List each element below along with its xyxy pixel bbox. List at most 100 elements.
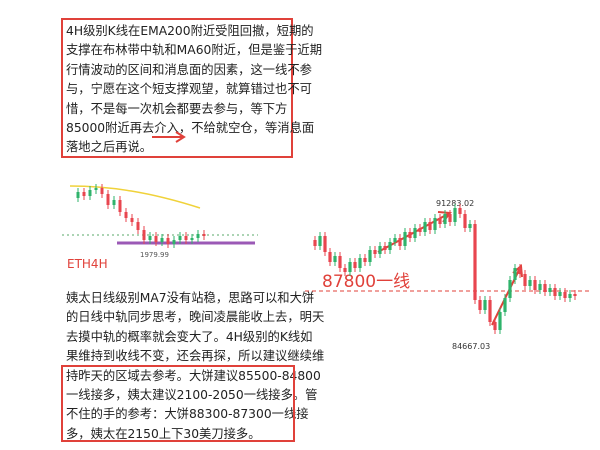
candle-part (88, 190, 92, 196)
candle-part (478, 300, 482, 310)
candle-part (373, 250, 377, 254)
candle-part (418, 228, 422, 232)
candle-part (443, 214, 447, 224)
highlight-box (61, 365, 295, 442)
candle-part (172, 240, 176, 244)
candle-part (178, 236, 182, 240)
text-line: 多，姨太在2150上下30美刀接多。 (66, 426, 261, 441)
candle-part (483, 300, 487, 310)
text-line: 支撑在布林带中轨和MA60附近，但是鉴于近期 (66, 43, 323, 58)
candle-part (368, 250, 372, 262)
candle-part (124, 212, 128, 218)
candle-part (184, 236, 188, 240)
candle-part (333, 256, 337, 262)
candle-part (538, 284, 542, 290)
candle-part (523, 274, 527, 286)
bottom-note: 姨太日线级别MA7没有站稳，思路可以和大饼 的日线中轨同步思考，晚间凌晨能收上去，… (66, 289, 324, 444)
arrow-head (175, 131, 186, 143)
text-line: 落地之后再说。 (66, 140, 153, 155)
candle-part (458, 208, 462, 214)
candle-part (343, 268, 347, 272)
text-line: 85000附近再去介入，不给就空仓，等消息面 (66, 121, 315, 136)
text-line: 行情波动的区间和消息面的因素，这一线不参 (66, 62, 312, 77)
candle-part (318, 236, 322, 246)
candle-part (112, 200, 116, 205)
candle-part (493, 322, 497, 330)
candle-part (166, 238, 170, 244)
candle-part (358, 258, 362, 268)
candle-part (473, 224, 477, 300)
low-label: 1979.99 (140, 251, 169, 259)
text-line: 与，宁愿在这个短支撑观望，就算错过也不可 (66, 82, 312, 97)
candle-part (568, 294, 572, 298)
text-line: 持昨天的区域去参考。大饼建议85500-84800 (66, 368, 321, 383)
candle-part (553, 288, 557, 296)
candle-part (398, 238, 402, 246)
candle-part (488, 300, 492, 322)
candle-part (76, 192, 80, 198)
candle-part (453, 208, 457, 222)
btc-chart: 87800一线 91283.02 84667.03 (305, 199, 590, 351)
candle-part (428, 222, 432, 230)
candle-part (383, 246, 387, 250)
candle-part (148, 236, 152, 240)
candle-part (94, 188, 98, 190)
level-label: 87800一线 (322, 272, 410, 292)
candle-part (543, 284, 547, 292)
candle-part (573, 294, 577, 296)
candle-part (154, 236, 158, 242)
candle-part (130, 218, 134, 222)
candle-part (408, 232, 412, 238)
candle-part (468, 224, 472, 228)
ma-line (69, 185, 201, 209)
candle-part (413, 228, 417, 238)
text-line: 姨太日线级别MA7没有站稳，思路可以和大饼 (66, 291, 315, 305)
text-line: 4H级别K线在EMA200附近受阻回撤，短期的 (66, 24, 314, 38)
candle-part (563, 292, 567, 298)
low-label: 84667.03 (452, 342, 490, 351)
text-line: 果维持到收线不变，还会再探，所以建议继续维 (66, 349, 325, 364)
candle-part (323, 236, 327, 252)
candle-part (528, 280, 532, 286)
candle-part (508, 280, 512, 298)
highlight-box (61, 18, 293, 158)
text-line: 的日线中轨同步思考，晚间凌晨能收上去，明天 (66, 310, 325, 325)
candle-part (498, 312, 502, 330)
candle-part (423, 222, 427, 232)
candle-part (313, 240, 317, 246)
candle-part (348, 262, 352, 272)
text-line: 去摸中轨的概率就会变大了。4H级别的K线如 (66, 329, 313, 344)
candle-part (533, 280, 537, 290)
candle-part (518, 268, 522, 274)
candle-part (160, 238, 164, 242)
top-note: 4H级别K线在EMA200附近受阻回撤，短期的 支撑在布林带中轨和MA60附近，但… (66, 22, 322, 158)
candle-part (106, 194, 110, 205)
candle-part (513, 268, 517, 280)
candle-part (463, 214, 467, 228)
candle-part (388, 242, 392, 250)
candle-part (196, 234, 200, 238)
candle-part (82, 192, 86, 196)
candle-part (353, 262, 357, 268)
candle-part (338, 256, 342, 268)
candle-part (393, 238, 397, 242)
eth-chart: 1979.99 ETH4H (62, 184, 258, 271)
candle-part (558, 292, 562, 296)
text-line: 惜，不是每一次机会都要去参与，等下方 (66, 101, 288, 116)
candle-part (433, 218, 437, 230)
candle-part (136, 222, 140, 230)
candle-part (503, 298, 507, 312)
candle-part (378, 246, 382, 254)
chart-title: ETH4H (67, 257, 108, 271)
candle-part (202, 234, 206, 236)
candle-part (328, 252, 332, 262)
candle-part (142, 230, 146, 240)
candle-part (100, 188, 104, 194)
high-label: 91283.02 (436, 199, 474, 208)
candle-part (363, 258, 367, 262)
candle-part (403, 232, 407, 246)
text-line: 一线接多，姨太建议2100-2050一线接多。管 (66, 388, 318, 403)
candle-part (190, 238, 194, 240)
